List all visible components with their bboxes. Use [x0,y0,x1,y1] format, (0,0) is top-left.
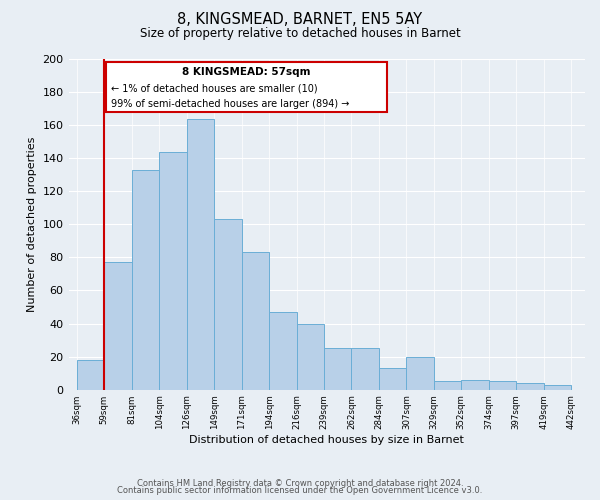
Bar [187,118,214,390]
Text: ← 1% of detached houses are smaller (10): ← 1% of detached houses are smaller (10) [111,84,318,94]
FancyBboxPatch shape [106,62,387,112]
Bar [406,356,434,390]
Bar [159,152,187,390]
Bar [296,324,324,390]
Bar [269,312,296,390]
Bar [77,360,104,390]
Bar [242,252,269,390]
Text: Contains public sector information licensed under the Open Government Licence v3: Contains public sector information licen… [118,486,482,495]
Text: 8 KINGSMEAD: 57sqm: 8 KINGSMEAD: 57sqm [182,68,311,78]
Bar [434,382,461,390]
Text: Size of property relative to detached houses in Barnet: Size of property relative to detached ho… [140,28,460,40]
Y-axis label: Number of detached properties: Number of detached properties [27,136,37,312]
Bar [517,383,544,390]
Text: 99% of semi-detached houses are larger (894) →: 99% of semi-detached houses are larger (… [111,98,349,108]
Text: Contains HM Land Registry data © Crown copyright and database right 2024.: Contains HM Land Registry data © Crown c… [137,478,463,488]
X-axis label: Distribution of detached houses by size in Barnet: Distribution of detached houses by size … [190,435,464,445]
Bar [461,380,489,390]
Bar [544,384,571,390]
Bar [214,220,242,390]
Bar [352,348,379,390]
Bar [489,382,517,390]
Bar [379,368,406,390]
Bar [104,262,132,390]
Bar [132,170,159,390]
Bar [324,348,352,390]
Text: 8, KINGSMEAD, BARNET, EN5 5AY: 8, KINGSMEAD, BARNET, EN5 5AY [178,12,422,28]
